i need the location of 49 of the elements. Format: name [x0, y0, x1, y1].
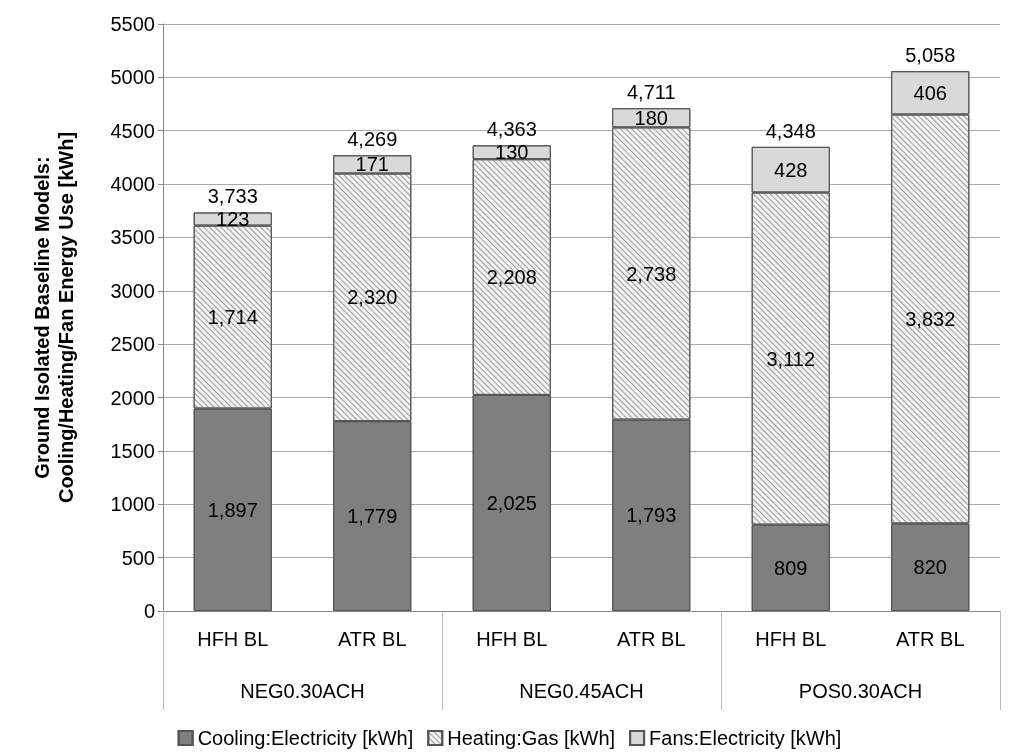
legend-label: Fans:Electricity [kWh] [649, 727, 842, 749]
data-label: 1,793 [626, 504, 677, 527]
data-label: 809 [774, 556, 808, 579]
data-label: 171 [355, 153, 389, 176]
y-tick-label: 0 [143, 600, 155, 622]
data-label: 820 [913, 556, 947, 579]
x-tick-label: HFH BL [197, 628, 269, 650]
data-label: 180 [634, 106, 668, 129]
y-tick-label: 3500 [110, 226, 155, 249]
data-label: 2,320 [347, 286, 398, 309]
y-tick-label: 5500 [110, 13, 155, 35]
text: NEG0.30ACH [240, 680, 365, 702]
data-label: 3,832 [905, 307, 956, 330]
legend-label: Cooling:Electricity [kWh] [197, 727, 414, 749]
data-label: 130 [495, 141, 529, 164]
data-label: 1,779 [347, 505, 398, 528]
y-tick-label: 1500 [110, 439, 155, 462]
y-tick-label: 4000 [110, 173, 155, 196]
x-tick-label: ATR BL [616, 628, 686, 650]
legend-label: Heating:Gas [kWh] [447, 727, 616, 749]
data-label: 1,897 [207, 498, 258, 521]
data-label: 2,025 [486, 491, 537, 514]
y-tick-label: 500 [121, 546, 155, 569]
x-tick-label: HFH BL [755, 628, 827, 650]
data-label: 2,208 [486, 266, 537, 289]
total-label: 4,363 [486, 118, 537, 141]
y-tick-label: 3000 [110, 279, 155, 302]
total-label: 5,058 [905, 44, 956, 67]
y-tick-label: 2500 [110, 333, 155, 356]
y-tick-label: 4500 [110, 119, 155, 142]
data-label: 2,738 [626, 262, 677, 285]
total-label: 4,269 [347, 128, 398, 151]
data-label: 1,714 [207, 306, 258, 329]
data-label: 406 [913, 81, 947, 104]
y-tick-label: 1000 [110, 493, 155, 516]
x-tick-label: ATR BL [337, 628, 407, 650]
y-axis-title: Ground Isolated Baseline Models: Cooling/Heating/Fan Energy Use [kWh] [31, 131, 77, 504]
y-tick-label: 5000 [110, 66, 155, 89]
text: NEG0.45ACH [519, 680, 644, 702]
total-label: 4,348 [765, 119, 816, 142]
total-label: 3,733 [207, 185, 258, 208]
x-tick-label: HFH BL [476, 628, 548, 650]
data-label: 428 [774, 158, 808, 181]
data-label: 123 [216, 208, 250, 231]
x-tick-label: ATR BL [895, 628, 965, 650]
text: POS0.30ACH [798, 680, 923, 702]
y-tick-label: 2000 [110, 386, 155, 409]
data-label: 3,112 [766, 347, 816, 370]
total-label: 4,711 [626, 81, 676, 104]
